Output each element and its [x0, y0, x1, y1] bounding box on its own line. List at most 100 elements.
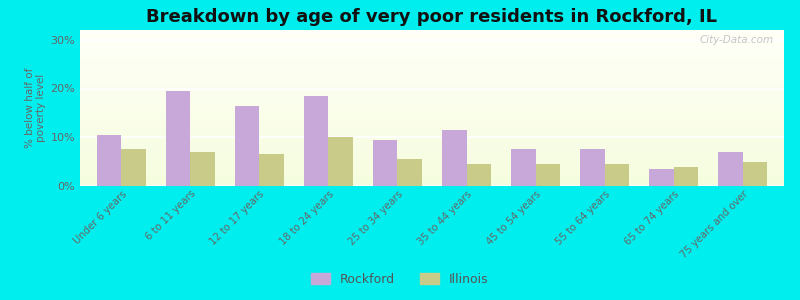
Bar: [80, 108, 784, 109]
Bar: [80, 183, 784, 184]
Bar: [80, 166, 784, 167]
Bar: [80, 43, 784, 44]
Bar: [80, 156, 784, 157]
Bar: [80, 107, 784, 108]
Bar: [80, 140, 784, 141]
Bar: [80, 144, 784, 145]
Bar: [80, 115, 784, 116]
Bar: [80, 170, 784, 171]
Bar: [80, 139, 784, 140]
Bar: [80, 114, 784, 115]
Bar: [80, 169, 784, 170]
Bar: [80, 33, 784, 34]
Bar: [80, 178, 784, 179]
Bar: [80, 155, 784, 156]
Bar: [80, 48, 784, 49]
Bar: [80, 37, 784, 38]
Bar: [329, 137, 353, 186]
Bar: [80, 182, 784, 183]
Bar: [80, 69, 784, 70]
Bar: [80, 111, 784, 112]
Y-axis label: % below half of
poverty level: % below half of poverty level: [25, 68, 46, 148]
Bar: [580, 149, 605, 186]
Bar: [259, 154, 284, 186]
Bar: [80, 95, 784, 96]
Bar: [80, 50, 784, 51]
Bar: [80, 161, 784, 162]
Bar: [80, 71, 784, 72]
Bar: [80, 92, 784, 93]
Bar: [80, 62, 784, 63]
Bar: [80, 49, 784, 50]
Bar: [80, 80, 784, 81]
Bar: [80, 181, 784, 182]
Bar: [80, 138, 784, 139]
Bar: [80, 86, 784, 87]
Bar: [80, 137, 784, 138]
Bar: [80, 130, 784, 131]
Bar: [98, 135, 122, 186]
Bar: [535, 164, 560, 186]
Bar: [80, 160, 784, 161]
Text: City-Data.com: City-Data.com: [699, 35, 774, 45]
Bar: [80, 104, 784, 105]
Bar: [235, 106, 259, 186]
Bar: [80, 167, 784, 168]
Bar: [80, 119, 784, 120]
Bar: [466, 164, 490, 186]
Bar: [80, 98, 784, 99]
Bar: [80, 112, 784, 113]
Bar: [80, 180, 784, 181]
Bar: [80, 90, 784, 91]
Bar: [442, 130, 466, 186]
Bar: [80, 35, 784, 36]
Bar: [80, 40, 784, 41]
Bar: [80, 116, 784, 117]
Bar: [80, 110, 784, 111]
Bar: [80, 125, 784, 126]
Bar: [80, 164, 784, 165]
Bar: [80, 162, 784, 163]
Bar: [80, 44, 784, 45]
Bar: [80, 174, 784, 175]
Bar: [80, 57, 784, 58]
Bar: [80, 63, 784, 64]
Bar: [304, 96, 329, 186]
Bar: [80, 177, 784, 178]
Bar: [80, 66, 784, 67]
Bar: [80, 83, 784, 84]
Bar: [718, 152, 742, 186]
Bar: [80, 96, 784, 97]
Bar: [80, 41, 784, 42]
Bar: [80, 117, 784, 118]
Bar: [80, 93, 784, 94]
Bar: [80, 142, 784, 143]
Bar: [80, 131, 784, 132]
Bar: [80, 113, 784, 114]
Bar: [674, 167, 698, 186]
Bar: [80, 133, 784, 134]
Bar: [80, 151, 784, 152]
Bar: [374, 140, 398, 186]
Bar: [80, 175, 784, 176]
Bar: [80, 168, 784, 169]
Bar: [80, 124, 784, 125]
Bar: [80, 172, 784, 173]
Bar: [80, 38, 784, 39]
Bar: [80, 55, 784, 56]
Bar: [80, 73, 784, 74]
Bar: [80, 94, 784, 95]
Bar: [80, 74, 784, 75]
Bar: [80, 120, 784, 121]
Bar: [190, 152, 214, 186]
Bar: [80, 70, 784, 71]
Bar: [80, 82, 784, 83]
Bar: [80, 42, 784, 43]
Bar: [605, 164, 629, 186]
Bar: [80, 149, 784, 150]
Bar: [80, 56, 784, 57]
Bar: [80, 121, 784, 122]
Bar: [80, 147, 784, 148]
Bar: [80, 123, 784, 124]
Bar: [80, 148, 784, 149]
